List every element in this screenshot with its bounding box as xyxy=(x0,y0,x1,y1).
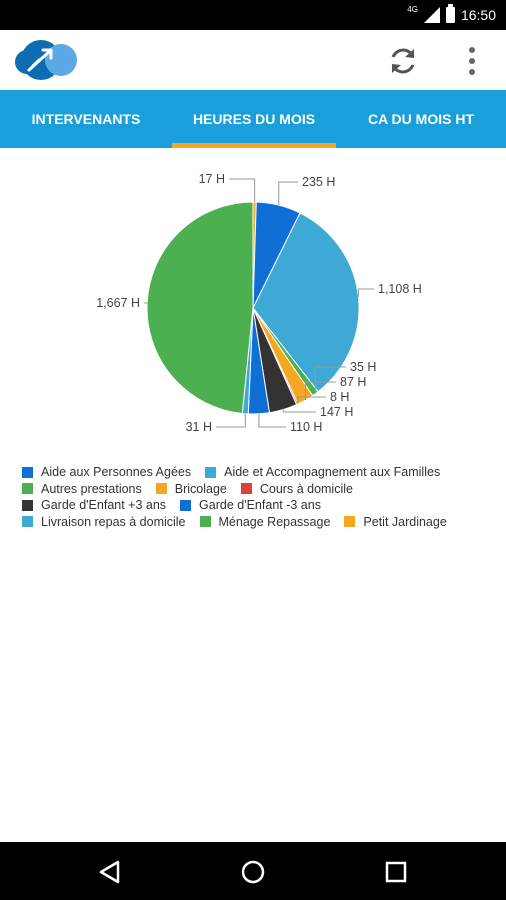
battery-icon xyxy=(445,4,455,23)
recents-icon[interactable] xyxy=(374,850,418,894)
legend-swatch xyxy=(22,499,33,511)
tab-intervenants[interactable]: INTERVENANTS xyxy=(0,90,172,148)
slice-label-9: 31 H xyxy=(186,420,212,434)
legend-swatch xyxy=(344,516,356,528)
leader-line-7 xyxy=(282,409,316,413)
tab-ca-du-mois-ht[interactable]: CA DU MOIS HT xyxy=(336,90,506,148)
clock: 16:50 xyxy=(460,7,496,23)
legend-item[interactable]: Ménage Repassage xyxy=(199,514,331,529)
legend-item[interactable]: Bricolage xyxy=(155,481,227,496)
legend-label: Garde d'Enfant -3 ans xyxy=(199,498,321,513)
legend-swatch xyxy=(205,466,217,478)
legend-item[interactable]: Garde d'Enfant -3 ans xyxy=(180,498,321,512)
slice-label-3: 1,108 H xyxy=(378,282,422,296)
legend-label: Ménage Repassage xyxy=(218,514,331,529)
slice-label-2: 235 H xyxy=(302,175,335,189)
slice-label-6: 8 H xyxy=(330,390,349,404)
tab-bar: INTERVENANTS HEURES DU MOIS CA DU MOIS H… xyxy=(0,90,506,148)
legend-item[interactable]: Livraison repas à domicile xyxy=(22,515,186,529)
legend-item[interactable]: Autres prestations xyxy=(22,482,142,496)
tab-label: HEURES DU MOIS xyxy=(192,111,316,127)
leader-line-2 xyxy=(278,181,298,206)
leader-line-3 xyxy=(357,288,374,298)
leader-line-5 xyxy=(304,381,336,401)
legend-item[interactable]: Cours à domicile xyxy=(240,481,353,496)
navigation-bar xyxy=(0,842,506,900)
tab-heures-du-mois[interactable]: HEURES DU MOIS xyxy=(172,90,336,148)
home-icon[interactable] xyxy=(231,850,275,894)
legend-label: Livraison repas à domicile xyxy=(41,514,186,529)
legend-item[interactable]: Aide aux Personnes Agées xyxy=(22,465,191,479)
slice-label-7: 147 H xyxy=(320,405,353,419)
back-icon[interactable] xyxy=(88,850,132,894)
legend-item[interactable]: Petit Jardinage xyxy=(344,514,447,529)
leader-line-6 xyxy=(296,396,326,405)
slice-label-10: 1,667 H xyxy=(96,296,140,310)
legend-label: Aide et Accompagnement aux Familles xyxy=(224,465,441,480)
legend-label: Autres prestations xyxy=(41,481,142,496)
legend-swatch xyxy=(240,483,252,495)
leader-line-9 xyxy=(216,413,246,428)
leader-line-1 xyxy=(229,178,256,203)
leader-line-8 xyxy=(258,413,286,428)
tab-indicator xyxy=(172,143,336,148)
slice-label-5: 87 H xyxy=(340,375,366,389)
status-icons: 4G 16:50 xyxy=(407,0,496,30)
pie-slice-10[interactable] xyxy=(146,201,254,415)
logo-icon xyxy=(15,40,77,80)
legend-row: Aide aux Personnes Agées Aide et Accompag… xyxy=(22,464,492,481)
legend-swatch xyxy=(180,499,192,511)
slice-label-1: 17 H xyxy=(199,172,225,186)
slice-label-8: 110 H xyxy=(290,420,322,434)
status-bar: 4G 16:50 xyxy=(0,0,506,30)
legend-swatch xyxy=(22,466,33,478)
signal-icon xyxy=(423,7,440,23)
tab-label: INTERVENANTS xyxy=(31,111,141,127)
legend-label: Cours à domicile xyxy=(259,481,353,496)
slice-label-4: 35 H xyxy=(350,360,376,374)
refresh-icon[interactable] xyxy=(386,44,420,78)
pie-slice-3[interactable] xyxy=(252,212,360,393)
legend-item[interactable]: Garde d'Enfant +3 ans xyxy=(22,498,166,512)
leader-line-4 xyxy=(314,366,346,394)
legend-label: Bricolage xyxy=(174,481,227,496)
app-bar xyxy=(0,30,506,90)
legend-swatch xyxy=(155,483,167,495)
legend-label: Petit Jardinage xyxy=(363,514,447,529)
legend-row: Autres prestations Bricolage Cours à domic… xyxy=(22,481,492,498)
legend-swatch xyxy=(22,483,33,495)
more-vert-icon[interactable] xyxy=(462,44,482,78)
legend-row: Garde d'Enfant +3 ans Garde d'Enfant -3 a… xyxy=(22,497,492,514)
tab-label: CA DU MOIS HT xyxy=(367,111,475,127)
legend-row: Livraison repas à domicile Ménage Repassa… xyxy=(22,514,492,531)
legend-swatch xyxy=(22,516,33,528)
legend-label: Aide aux Personnes Agées xyxy=(41,465,192,480)
legend-item[interactable]: Aide et Accompagnement aux Familles xyxy=(205,465,440,479)
legend-swatch xyxy=(199,516,211,528)
chart-legend: Aide aux Personnes Agées Aide et Accompag… xyxy=(22,464,492,530)
network-type: 4G xyxy=(407,4,418,14)
legend-label: Garde d'Enfant +3 ans xyxy=(41,498,167,513)
